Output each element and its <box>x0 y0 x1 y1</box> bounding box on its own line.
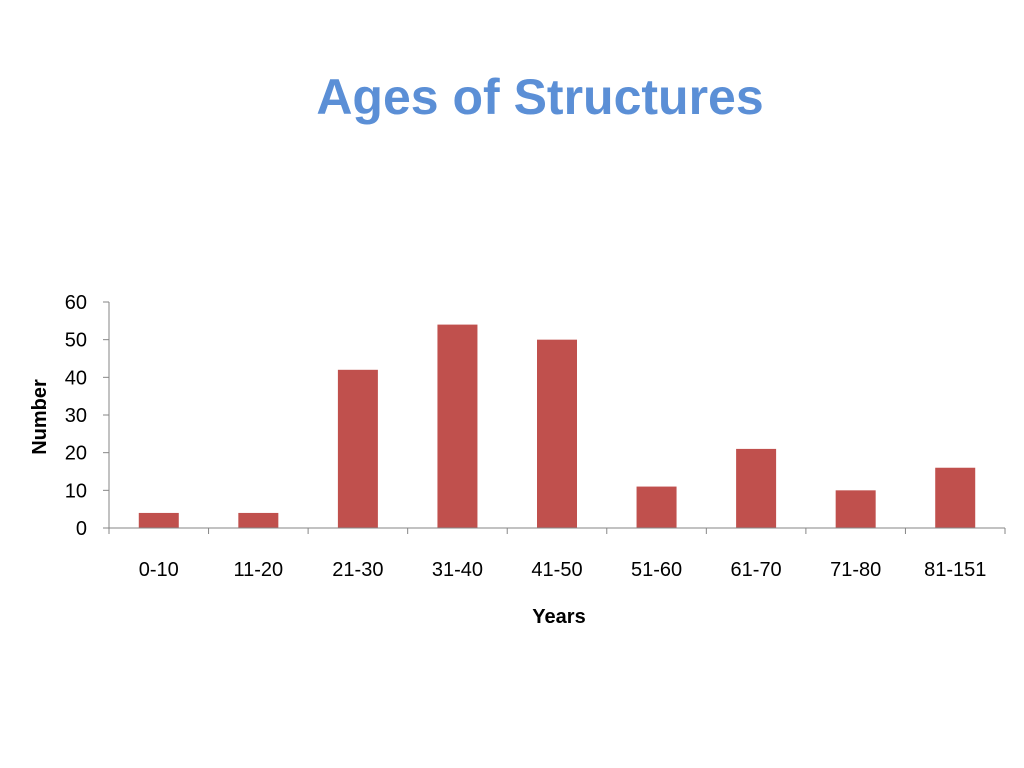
x-tick-label: 31-40 <box>432 559 483 581</box>
y-tick-label: 0 <box>76 518 87 540</box>
y-axis-ticks: 0 10 20 30 40 50 60 <box>65 292 109 540</box>
x-tick-label: 11-20 <box>233 559 283 581</box>
bar-41-50 <box>537 339 577 528</box>
slide-title: Ages of Structures <box>316 69 764 125</box>
x-tick-label: 41-50 <box>531 559 582 581</box>
x-axis-title: Years <box>532 606 585 628</box>
bar-51-60 <box>636 486 677 528</box>
bar-71-80 <box>835 490 876 528</box>
y-tick-label: 60 <box>65 292 87 314</box>
x-tick-label: 81-151 <box>924 559 986 581</box>
bar-11-20 <box>238 512 279 528</box>
bar-31-40 <box>437 324 478 528</box>
x-tick-label: 61-70 <box>731 559 782 581</box>
bars <box>138 324 976 528</box>
y-tick-label: 40 <box>65 367 87 389</box>
y-axis-title: Number <box>29 379 51 455</box>
y-tick-label: 20 <box>65 443 87 465</box>
x-tick-label: 21-30 <box>332 559 383 581</box>
x-tick-label: 0-10 <box>139 559 179 581</box>
y-tick-label: 30 <box>65 405 87 427</box>
y-tick-label: 10 <box>65 480 87 502</box>
bar-0-10 <box>138 512 179 528</box>
bar-61-70 <box>736 448 777 528</box>
bar-21-30 <box>337 369 378 528</box>
x-tick-label: 71-80 <box>830 559 881 581</box>
x-tick-label: 51-60 <box>631 559 682 581</box>
bar-81-151 <box>935 467 976 528</box>
y-tick-label: 50 <box>65 330 87 352</box>
x-axis-ticks: 0-10 11-20 21-30 31-40 41-50 51-60 61-70 71-80 8… <box>108 528 1006 581</box>
